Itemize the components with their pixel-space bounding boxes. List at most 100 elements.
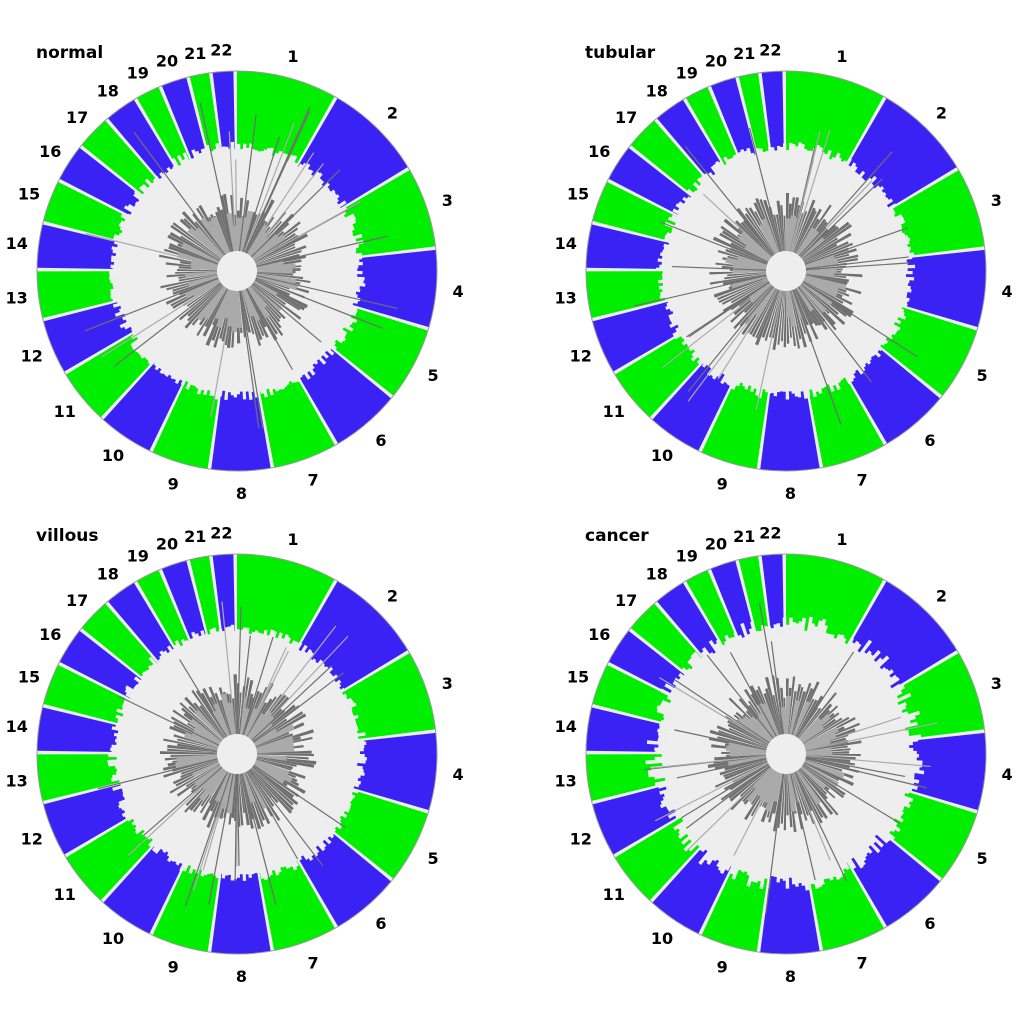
spike-line (253, 764, 346, 829)
spike-lines (97, 601, 349, 907)
mid-gray-bar (737, 717, 771, 743)
mid-gray-bar (212, 710, 229, 737)
dark-gray-bar (255, 245, 307, 265)
mid-gray-bar (804, 733, 837, 748)
chromosome-band-11 (614, 333, 705, 418)
chromosome-label: 11 (54, 402, 76, 421)
dark-gray-bar (749, 288, 777, 335)
chromosome-label: 17 (66, 591, 88, 610)
spike-line (796, 651, 855, 738)
chromosome-band-13 (586, 271, 670, 318)
dark-gray-bar (789, 290, 802, 340)
spike-line (805, 262, 910, 271)
spike-line (244, 106, 311, 253)
mid-gray-bar (242, 772, 255, 804)
chromosome-band-13 (37, 754, 121, 801)
light-gray-bar (255, 278, 358, 324)
dark-gray-bar (180, 760, 219, 775)
light-gray-bar (254, 693, 348, 745)
light-gray-bar (713, 163, 776, 255)
spike-line (759, 603, 784, 735)
mid-gray-bar (786, 218, 791, 252)
center-core (766, 251, 806, 291)
mid-gray-bar (214, 771, 230, 802)
dark-gray-bar (202, 288, 229, 337)
dark-gray-bar (215, 211, 231, 253)
chromosome-label: 8 (785, 967, 796, 986)
panel-title: cancer (585, 526, 649, 546)
chromosome-label: 21 (184, 44, 206, 63)
dark-gray-bar (248, 770, 275, 807)
spike-line (243, 122, 295, 253)
dark-gray-bar (802, 237, 838, 261)
dark-gray-bar (239, 773, 250, 826)
light-gray-bar (147, 285, 224, 365)
light-gray-bar (251, 767, 332, 845)
dark-gray-bar (246, 702, 268, 737)
dark-gray-bar (191, 689, 226, 738)
light-gray-bar (675, 280, 769, 332)
dark-gray-bar (755, 289, 779, 339)
dark-gray-bar (755, 289, 779, 346)
dark-gray-bar (783, 290, 786, 348)
dark-gray-bar (167, 744, 218, 753)
outer-outline (585, 553, 987, 955)
spike-line (702, 193, 772, 258)
spike-line (192, 772, 232, 891)
light-gray-bar (697, 768, 773, 847)
chromosome-label: 21 (184, 527, 206, 546)
chromosome-band-21 (189, 72, 221, 155)
spike-line (749, 127, 782, 252)
dark-gray-bar (254, 233, 308, 263)
dark-gray-bar (791, 773, 808, 821)
chromosome-label: 22 (210, 41, 232, 60)
dark-gray-bar (791, 691, 806, 735)
spike-line (804, 716, 902, 749)
chromosome-label: 12 (21, 347, 43, 366)
dark-gray-bar (805, 759, 843, 772)
light-gray-bar (762, 151, 783, 252)
dark-gray-bar (243, 214, 258, 253)
dark-gray-bar (250, 285, 282, 319)
dark-gray-bar (740, 221, 773, 257)
spike-line (789, 773, 816, 881)
chromosome-band-7 (259, 858, 336, 951)
dark-gray-bar (169, 763, 220, 794)
mid-gray-bar (252, 234, 286, 261)
mid-gray-bar (194, 764, 222, 786)
dark-gray-bar (776, 200, 785, 252)
dark-gray-bar (751, 288, 778, 338)
chromosome-band-14 (37, 707, 121, 753)
dark-gray-bar (170, 224, 221, 260)
light-gray-bar (251, 766, 335, 839)
dark-gray-bar (254, 279, 308, 309)
dark-gray-bar (253, 282, 286, 306)
dark-gray-bar (241, 290, 255, 335)
mid-gray-bar (800, 766, 826, 790)
dark-gray-bar (208, 771, 228, 804)
dark-gray-bar (237, 692, 242, 735)
spike-line (199, 102, 234, 252)
dark-gray-bar (739, 767, 772, 797)
chromosome-band-2 (297, 581, 408, 692)
light-gray-bar (805, 758, 918, 790)
chromosome-label: 7 (308, 954, 319, 973)
chromosome-band-6 (846, 347, 941, 444)
dark-gray-bar (256, 756, 315, 768)
dark-gray-bar (801, 765, 845, 799)
chromosome-label: 19 (127, 63, 149, 82)
dark-gray-bar (256, 759, 292, 771)
dark-gray-bar (163, 738, 218, 751)
dark-gray-bar (178, 283, 222, 321)
spike-line (686, 281, 770, 338)
dark-gray-bar (794, 210, 817, 254)
mid-gray-bar (787, 215, 797, 252)
mid-gray-bar (188, 275, 218, 287)
dark-gray-bar (803, 280, 844, 304)
dark-gray-bar (247, 770, 281, 821)
chromosome-band-21 (189, 555, 221, 638)
mid-gray-bar (805, 751, 833, 757)
dark-gray-bar (245, 288, 267, 328)
spike-line (684, 146, 774, 256)
spike-line (113, 282, 222, 368)
